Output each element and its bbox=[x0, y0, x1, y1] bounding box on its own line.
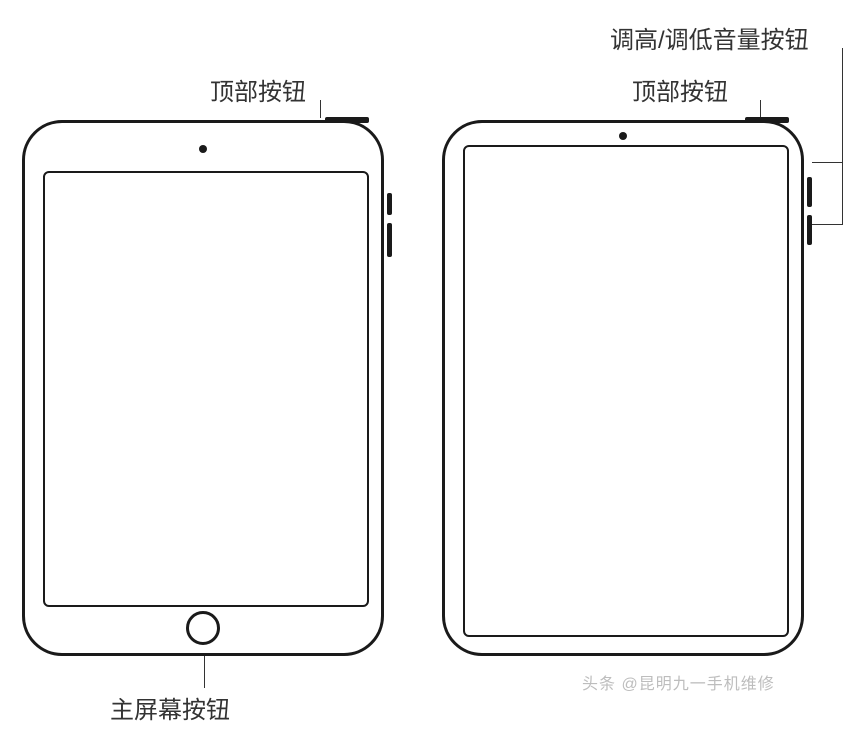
screen bbox=[463, 145, 789, 637]
front-camera bbox=[619, 132, 627, 140]
top-button bbox=[745, 117, 789, 123]
leader-line bbox=[812, 162, 842, 163]
top-button bbox=[325, 117, 369, 123]
volume-buttons-label: 调高/调低音量按钮 bbox=[610, 20, 809, 55]
top-button-left-label: 顶部按钮 bbox=[210, 72, 306, 107]
top-button-right-label: 顶部按钮 bbox=[632, 72, 728, 107]
home-button-label: 主屏幕按钮 bbox=[110, 690, 230, 725]
volume-up-button bbox=[807, 177, 812, 207]
volume-button bbox=[387, 223, 392, 257]
screen bbox=[43, 171, 369, 607]
home-button bbox=[186, 611, 220, 645]
watermark-text: 头条 @昆明九一手机维修 bbox=[582, 670, 775, 694]
volume-down-button bbox=[807, 215, 812, 245]
leader-line bbox=[320, 100, 321, 118]
leader-line bbox=[812, 224, 842, 225]
ipad-with-home-button bbox=[22, 120, 384, 656]
front-camera bbox=[199, 145, 207, 153]
side-switch bbox=[387, 193, 392, 215]
leader-line bbox=[760, 100, 761, 118]
leader-line bbox=[842, 48, 843, 225]
ipad-without-home-button bbox=[442, 120, 804, 656]
